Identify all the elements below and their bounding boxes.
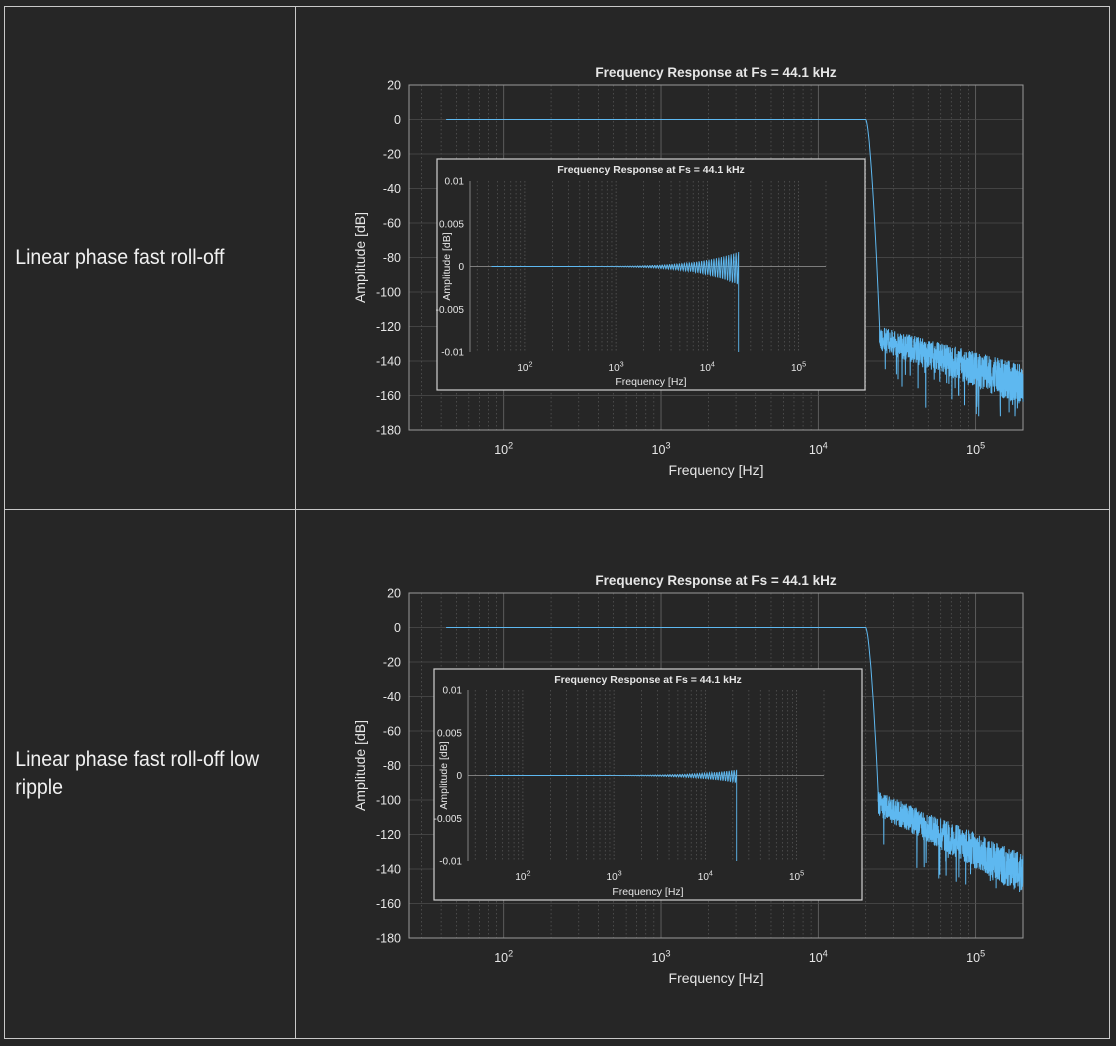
y-tick-label: 0 [394, 113, 401, 127]
inset-x-tick-label: 105 [791, 360, 806, 375]
inset-x-tick-label: 102 [515, 869, 530, 884]
plot-cell: 20 0 -20 -40 -60 -80 -100 -120 -140 -160 -180 102 10… [295, 509, 1110, 1039]
x-tick-label: 104 [809, 948, 828, 965]
y-tick-label: -140 [376, 355, 401, 369]
y-tick-label: -180 [376, 424, 401, 438]
response-series-line [446, 627, 1024, 893]
inset-y-tick-label: 0.01 [443, 686, 463, 697]
y-tick-label: -20 [383, 656, 401, 670]
y-tick-label: -40 [383, 690, 401, 704]
frequency-response-chart: 20 0 -20 -40 -60 -80 -100 -120 -140 -160 -180 102 10… [352, 65, 1024, 478]
y-tick-label: -160 [376, 897, 401, 911]
y-tick-label: -140 [376, 863, 401, 877]
filter-name-cell: Linear phase fast roll-off low ripple [4, 509, 296, 1039]
x-tick-label: 102 [494, 440, 513, 457]
x-axis-label: Frequency [Hz] [669, 462, 764, 478]
inset-title: Frequency Response at Fs = 44.1 kHz [557, 164, 745, 176]
inset-x-tick-label: 104 [698, 869, 713, 884]
y-tick-label: -40 [383, 182, 401, 196]
inset-x-axis-label: Frequency [Hz] [615, 376, 686, 388]
inset-x-tick-label: 103 [607, 869, 622, 884]
inset-y-tick-label: 0 [456, 771, 462, 782]
inset-y-tick-label: 0.005 [439, 219, 464, 230]
inset-response-series-line [489, 769, 738, 861]
inset-frame [433, 668, 863, 901]
inset-y-axis-label: Amplitude [dB] [438, 741, 450, 809]
y-tick-label: -100 [376, 794, 401, 808]
inset-x-tick-label: 102 [517, 360, 532, 375]
x-tick-label: 104 [809, 440, 828, 457]
inset-x-tick-label: 103 [609, 360, 624, 375]
x-axis-label: Frequency [Hz] [669, 970, 764, 986]
x-tick-label: 105 [966, 948, 985, 965]
y-axis-label: Amplitude [dB] [352, 720, 368, 811]
inset-title: Frequency Response at Fs = 44.1 kHz [554, 674, 742, 686]
plot-cell: 20 0 -20 -40 -60 -80 -100 -120 -140 -160 -180 102 10… [295, 6, 1110, 510]
axes-box [408, 84, 1024, 431]
y-tick-label: -20 [383, 148, 401, 162]
x-tick-label: 102 [494, 948, 513, 965]
x-tick-label: 103 [652, 440, 671, 457]
y-tick-label: -80 [383, 759, 401, 773]
y-tick-label: -120 [376, 320, 401, 334]
y-tick-label: 20 [387, 587, 401, 601]
response-series-line [446, 119, 1024, 417]
y-tick-label: -180 [376, 932, 401, 946]
x-tick-label: 103 [652, 948, 671, 965]
inset-y-tick-label: 0 [458, 262, 464, 273]
inset-y-tick-label: -0.005 [436, 305, 465, 316]
inset-y-tick-label: -0.01 [441, 348, 464, 359]
y-tick-label: 20 [387, 79, 401, 93]
chart-title: Frequency Response at Fs = 44.1 kHz [595, 65, 836, 80]
inset-x-axis-label: Frequency [Hz] [612, 886, 683, 898]
inset-axes: 0.01 0.005 0 -0.005 -0.01 102 103 104 105 Frequen… [436, 158, 866, 391]
y-tick-label: 0 [394, 621, 401, 635]
main-axes: 20 0 -20 -40 -60 -80 -100 -120 -140 -160 -180 102 10… [352, 573, 1024, 986]
x-tick-label: 105 [966, 440, 985, 457]
filter-name: Linear phase fast roll-off low ripple [15, 748, 260, 799]
inset-y-tick-label: -0.005 [434, 814, 463, 825]
y-tick-label: -160 [376, 389, 401, 403]
inset-y-tick-label: -0.01 [439, 857, 462, 868]
comparison-table: Linear phase fast roll-off 20 0 -20 -40 -60 -… [4, 6, 1110, 1039]
inset-frame [436, 158, 866, 391]
y-tick-label: -120 [376, 828, 401, 842]
inset-axes: 0.01 0.005 0 -0.005 -0.01 102 103 104 105 Frequen… [433, 668, 863, 901]
inset-x-tick-label: 104 [700, 360, 715, 375]
y-tick-label: -60 [383, 725, 401, 739]
frequency-response-chart: 20 0 -20 -40 -60 -80 -100 -120 -140 -160 -180 102 10… [352, 573, 1024, 986]
inset-y-axis-label: Amplitude [dB] [441, 232, 453, 300]
y-tick-label: -60 [383, 217, 401, 231]
inset-y-tick-label: 0.005 [437, 728, 462, 739]
inset-response-series-line [491, 251, 740, 352]
table-row: Linear phase fast roll-off 20 0 -20 -40 -60 -… [4, 6, 1110, 510]
filter-name-cell: Linear phase fast roll-off [4, 6, 296, 510]
y-axis-label: Amplitude [dB] [352, 212, 368, 303]
inset-y-tick-label: 0.01 [445, 177, 465, 188]
filter-name: Linear phase fast roll-off [15, 246, 225, 269]
inset-x-tick-label: 105 [789, 869, 804, 884]
chart-title: Frequency Response at Fs = 44.1 kHz [595, 573, 836, 588]
y-tick-label: -100 [376, 286, 401, 300]
table-row: Linear phase fast roll-off low ripple 20… [4, 509, 1110, 1039]
axes-box [408, 592, 1024, 939]
y-tick-label: -80 [383, 251, 401, 265]
